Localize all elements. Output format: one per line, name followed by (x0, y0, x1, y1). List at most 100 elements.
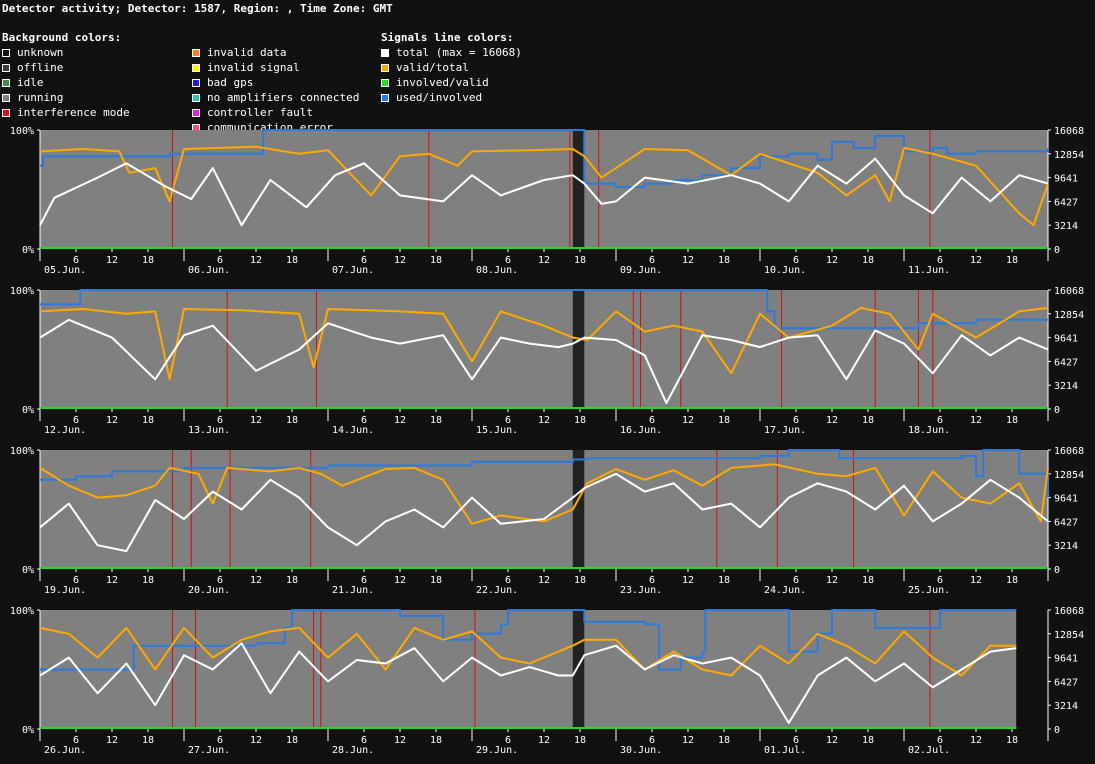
hour-tick-label: 18 (430, 255, 442, 266)
hour-tick-label: 18 (430, 415, 442, 426)
hour-tick-label: 6 (937, 735, 943, 746)
legend-item-running: running (2, 90, 130, 105)
hour-tick-label: 6 (361, 415, 367, 426)
hour-tick-label: 12 (106, 575, 118, 586)
hour-tick-label: 12 (538, 735, 550, 746)
legend-item-invalid-data: invalid data (192, 45, 359, 60)
y-left-tick-label: 100% (10, 126, 34, 137)
hour-tick-label: 6 (73, 735, 79, 746)
day-label: 16.Jun. (620, 425, 662, 436)
hour-tick-label: 12 (394, 415, 406, 426)
background-legend-col1: Background colors: unknown offline idle … (2, 30, 130, 120)
valid-total-series (39, 463, 1049, 525)
offline-band (572, 610, 585, 729)
hour-tick-label: 12 (106, 255, 118, 266)
signals-legend: Signals line colors: total (max = 16068)… (381, 30, 522, 105)
hour-tick-label: 18 (430, 575, 442, 586)
unknown-swatch-icon (2, 48, 10, 57)
day-label: 14.Jun. (332, 425, 374, 436)
hour-tick-label: 18 (142, 255, 154, 266)
background-legend-title: Background colors: (2, 31, 122, 44)
hour-tick-label: 12 (394, 575, 406, 586)
hour-tick-label: 18 (1006, 575, 1018, 586)
hour-tick-label: 6 (937, 255, 943, 266)
legend-item-valid-total: valid/total (381, 60, 522, 75)
legend-item-interference: interference mode (2, 105, 130, 120)
y-left-tick-label: 100% (10, 446, 34, 457)
day-label: 24.Jun. (764, 585, 806, 596)
hour-tick-label: 6 (793, 575, 799, 586)
hour-tick-label: 12 (682, 575, 694, 586)
y-right-tick-label: 6427 (1054, 677, 1078, 688)
page-title: Detector activity; Detector: 1587, Regio… (2, 2, 393, 15)
hour-tick-label: 12 (970, 575, 982, 586)
hour-tick-label: 6 (217, 575, 223, 586)
hour-tick-label: 18 (574, 415, 586, 426)
hour-tick-label: 6 (649, 575, 655, 586)
day-label: 27.Jun. (188, 745, 230, 756)
total-series (39, 472, 1049, 553)
hour-tick-label: 12 (394, 255, 406, 266)
day-label: 17.Jun. (764, 425, 806, 436)
y-right-tick-label: 16068 (1054, 286, 1084, 297)
hour-tick-label: 18 (718, 735, 730, 746)
y-right-tick-label: 0 (1054, 245, 1060, 256)
hour-tick-label: 18 (142, 415, 154, 426)
hour-tick-label: 6 (649, 415, 655, 426)
day-label: 08.Jun. (476, 265, 518, 276)
hour-tick-label: 6 (937, 415, 943, 426)
hour-tick-label: 6 (649, 255, 655, 266)
hour-tick-label: 12 (250, 255, 262, 266)
legend-item-bad-gps: bad gps (192, 75, 359, 90)
hour-tick-label: 18 (862, 255, 874, 266)
hour-tick-label: 18 (286, 255, 298, 266)
day-label: 23.Jun. (620, 585, 662, 596)
invalid-data-swatch-icon (192, 48, 200, 57)
signals-legend-title: Signals line colors: (381, 31, 514, 44)
day-label: 15.Jun. (476, 425, 518, 436)
day-label: 26.Jun. (44, 745, 86, 756)
day-label: 05.Jun. (44, 265, 86, 276)
day-label: 07.Jun. (332, 265, 374, 276)
legend-item-involved-valid: involved/valid (381, 75, 522, 90)
hour-tick-label: 6 (361, 735, 367, 746)
hour-tick-label: 12 (682, 255, 694, 266)
y-right-tick-label: 9641 (1054, 334, 1078, 345)
hour-tick-label: 18 (862, 575, 874, 586)
y-right-tick-label: 12854 (1054, 150, 1084, 161)
running-swatch-icon (2, 93, 10, 102)
hour-tick-label: 18 (574, 735, 586, 746)
hour-tick-label: 18 (1006, 735, 1018, 746)
y-right-tick-label: 12854 (1054, 630, 1084, 641)
offline-swatch-icon (2, 63, 10, 72)
hour-tick-label: 18 (430, 735, 442, 746)
y-right-tick-label: 6427 (1054, 357, 1078, 368)
legend-item-unknown: unknown (2, 45, 130, 60)
idle-swatch-icon (2, 78, 10, 87)
hour-tick-label: 12 (538, 575, 550, 586)
valid-total-swatch-icon (381, 63, 389, 72)
hour-tick-label: 6 (505, 575, 511, 586)
hour-tick-label: 6 (361, 255, 367, 266)
y-right-tick-label: 0 (1054, 725, 1060, 736)
no-amplifiers-swatch-icon (192, 93, 200, 102)
day-label: 29.Jun. (476, 745, 518, 756)
interference-swatch-icon (2, 108, 10, 117)
y-right-tick-label: 0 (1054, 565, 1060, 576)
hour-tick-label: 18 (574, 575, 586, 586)
y-right-tick-label: 3214 (1054, 701, 1078, 712)
day-label: 25.Jun. (908, 585, 950, 596)
day-label: 09.Jun. (620, 265, 662, 276)
y-left-tick-label: 0% (22, 565, 34, 576)
hour-tick-label: 12 (826, 255, 838, 266)
y-left-tick-label: 100% (10, 606, 34, 617)
y-right-tick-label: 9641 (1054, 654, 1078, 665)
hour-tick-label: 6 (217, 735, 223, 746)
hour-tick-label: 12 (682, 415, 694, 426)
hour-tick-label: 6 (505, 415, 511, 426)
offline-band (572, 450, 585, 569)
hour-tick-label: 12 (250, 415, 262, 426)
legend-item-used-involved: used/involved (381, 90, 522, 105)
total-swatch-icon (381, 48, 389, 57)
